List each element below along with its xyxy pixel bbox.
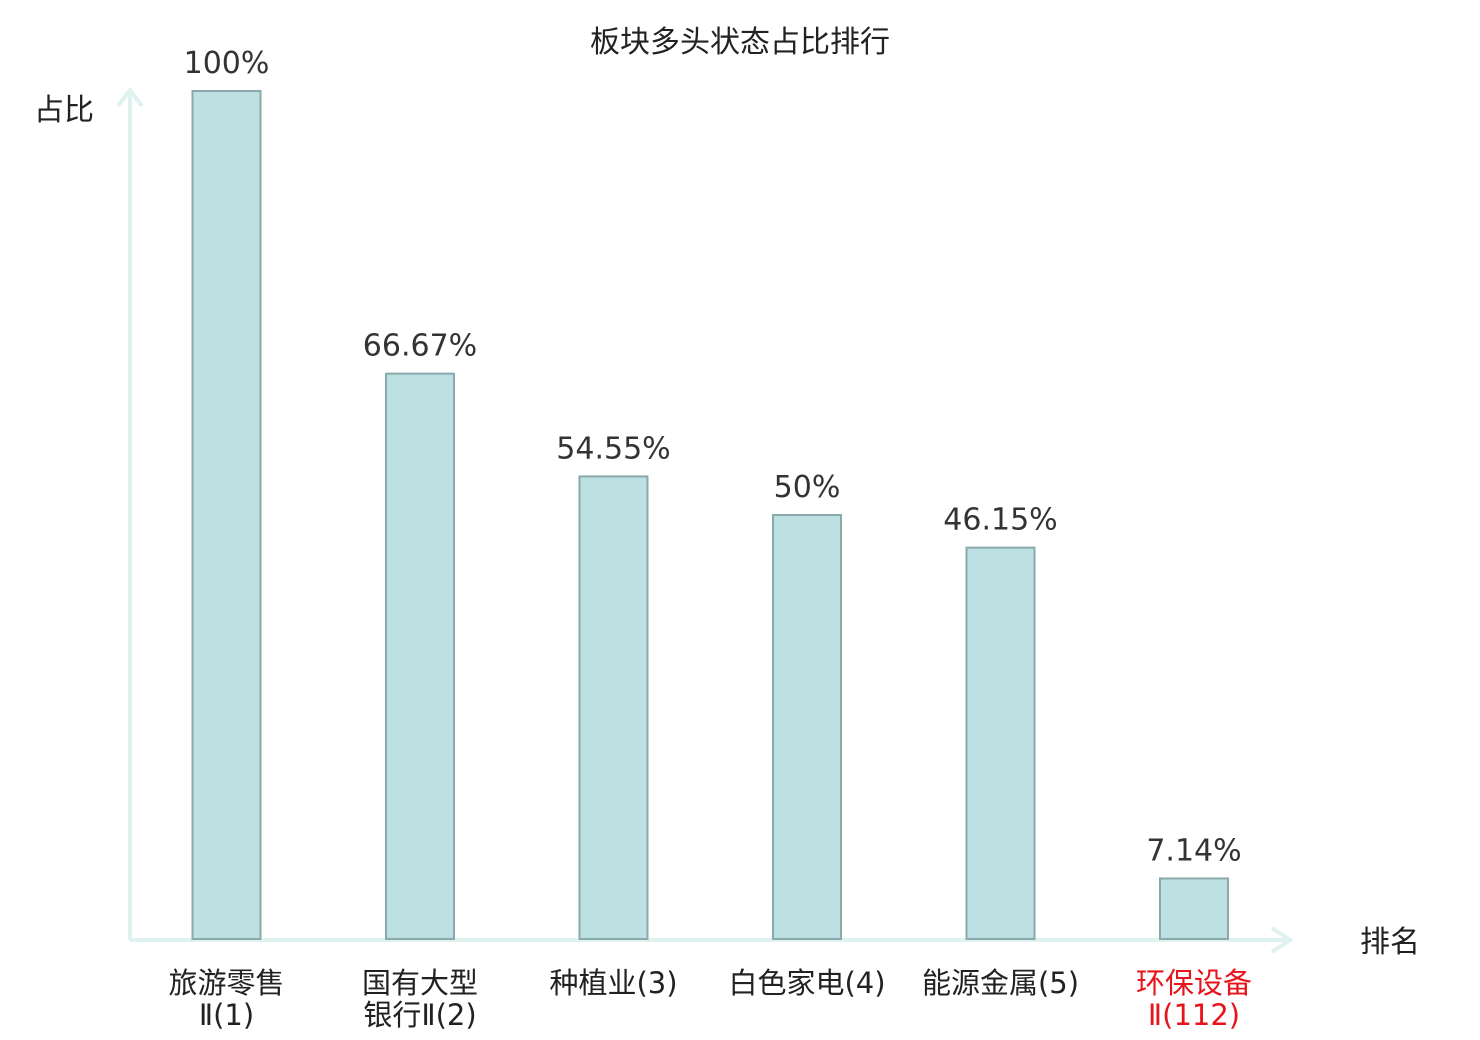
category-label-5: 能源金属(5) [922,966,1079,1000]
category-label-line: 银行Ⅱ(2) [363,998,476,1032]
category-label-1: 旅游零售 Ⅱ(1) [168,966,284,1032]
x-axis [130,926,1294,954]
category-label-line: 旅游零售 [168,966,284,1000]
category-label-line: Ⅱ(112) [1148,998,1240,1032]
chart-title: 板块多头状态占比排行 [590,25,890,60]
category-label-line: 白色家电(4) [728,966,885,1000]
bar-2 [385,372,455,940]
category-label-2: 国有大型银行Ⅱ(2) [362,966,478,1032]
y-axis [116,86,144,940]
category-label-line: 环保设备 [1136,966,1252,1000]
value-label-2: 66.67% [363,329,477,364]
category-label-line: Ⅱ(1) [199,998,254,1032]
y-axis-arrow [116,86,144,108]
bar-6 [1159,877,1229,941]
bar-4 [772,514,842,940]
category-labels: 旅游零售 Ⅱ(1) 国有大型银行Ⅱ(2) 种植业(3) 白色家电(4) 能源金属(5) 环保… [168,966,1252,1032]
value-label-5: 46.15% [943,503,1057,538]
x-axis-label: 排名 [1360,925,1420,960]
category-label-line: 国有大型 [362,966,478,1000]
category-label-line: 能源金属(5) [922,966,1079,1000]
value-labels: 100% 66.67% 54.55% 50% 46.15% 7.14% [184,46,1242,868]
bars [191,90,1229,941]
value-label-1: 100% [184,46,270,81]
category-label-4: 白色家电(4) [728,966,885,1000]
value-label-4: 50% [774,470,841,505]
bar-1 [191,90,262,940]
value-label-6: 7.14% [1146,833,1241,868]
category-label-6: 环保设备 Ⅱ(112) [1136,966,1252,1032]
bar-5 [965,546,1036,940]
value-label-3: 54.55% [556,431,670,466]
category-label-3: 种植业(3) [549,966,677,1000]
x-axis-arrow [1270,926,1294,954]
bar-3 [578,475,649,940]
y-axis-label: 占比 [34,93,94,128]
category-label-line: 种植业(3) [549,966,677,1000]
